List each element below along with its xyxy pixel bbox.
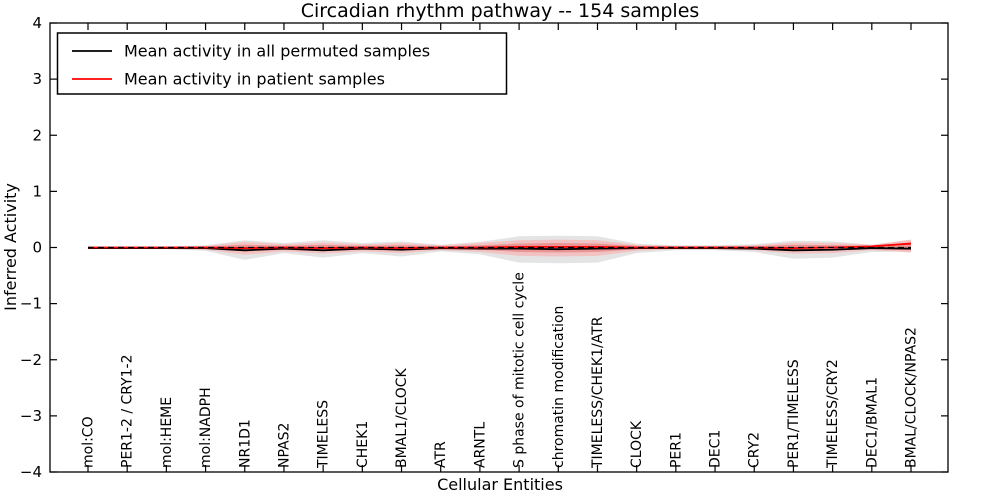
x-tick-label: CHEK1 bbox=[355, 421, 371, 468]
series-lines bbox=[88, 242, 912, 252]
x-tick-label: mol:NADPH bbox=[198, 387, 214, 468]
x-tick-label: PER1 bbox=[668, 432, 684, 468]
x-tick-label: S phase of mitotic cell cycle bbox=[512, 272, 528, 468]
y-tick-label: 0 bbox=[32, 239, 42, 257]
x-tick-label: ATR bbox=[433, 441, 449, 468]
x-tick-label: mol:CO bbox=[81, 416, 97, 468]
legend-box bbox=[56, 32, 508, 95]
y-tick-label: −2 bbox=[20, 351, 42, 369]
x-tick-label: CRY2 bbox=[747, 432, 763, 468]
y-tick-label: −1 bbox=[20, 295, 42, 313]
x-tick-label: PER1/TIMELESS bbox=[786, 359, 802, 468]
x-tick-label: NR1D1 bbox=[237, 419, 253, 468]
x-tick-label: BMAL1/CLOCK bbox=[394, 367, 410, 468]
y-tick-label: 3 bbox=[32, 70, 42, 88]
y-tick-label: 1 bbox=[32, 182, 42, 200]
x-tick-label: mol:HEME bbox=[159, 397, 175, 468]
y-axis-label: Inferred Activity bbox=[1, 183, 20, 311]
legend-label-permuted: Mean activity in all permuted samples bbox=[124, 42, 430, 61]
x-tick-label: CLOCK bbox=[629, 420, 645, 468]
y-tick-label: −4 bbox=[20, 463, 42, 481]
x-tick-label: TIMELESS/CRY2 bbox=[825, 359, 841, 469]
x-tick-label: PER1-2 / CRY1-2 bbox=[120, 354, 136, 468]
x-tick-label: BMAL/CLOCK/NPAS2 bbox=[904, 327, 920, 468]
axes: 4 3 2 1 0 −1 −2 −3 −4 mol:CO PER1-2 / CRY1-2 mol:HE… bbox=[20, 14, 949, 481]
x-axis-label: Cellular Entities bbox=[437, 475, 563, 494]
x-tick-label: chromatin modification bbox=[551, 306, 567, 468]
x-tick-label: TIMELESS/CHEK1/ATR bbox=[590, 316, 606, 469]
y-tick-label: −3 bbox=[20, 407, 42, 425]
legend-label-patient: Mean activity in patient samples bbox=[124, 70, 385, 89]
x-tick-label: DEC1/BMAL1 bbox=[864, 377, 880, 468]
series-permuted-mean bbox=[88, 247, 912, 252]
chart-title: Circadian rhythm pathway -- 154 samples bbox=[301, 0, 700, 22]
x-tick-label: DEC1 bbox=[708, 430, 724, 468]
x-tick-label: ARNTL bbox=[472, 422, 488, 468]
legend: Mean activity in all permuted samples Me… bbox=[56, 32, 508, 95]
y-tick-label: 2 bbox=[32, 126, 42, 144]
y-tick-label: 4 bbox=[32, 14, 42, 32]
x-tick-label: TIMELESS bbox=[316, 400, 332, 469]
x-tick-label: NPAS2 bbox=[276, 423, 292, 468]
